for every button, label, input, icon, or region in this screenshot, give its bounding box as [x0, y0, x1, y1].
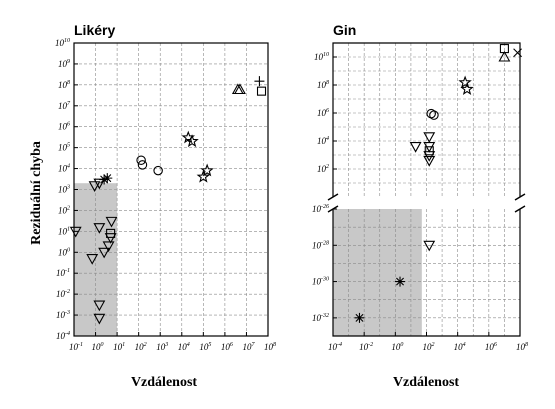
y-axis-label: Reziduální chyba	[29, 141, 44, 245]
data-point-triangle-down	[423, 240, 436, 252]
data-point-triangle-down	[98, 247, 111, 259]
data-point-triangle-down	[409, 142, 422, 153]
data-point-triangle-down	[69, 226, 82, 238]
y-tick-label: 1010	[55, 38, 70, 48]
data-point-star	[200, 163, 214, 177]
y-tick-label: 10-4	[56, 330, 70, 341]
data-point-triangle-up	[234, 83, 246, 95]
y-tick-label: 10-28	[312, 240, 329, 250]
x-tick-label: 102	[423, 342, 435, 352]
panel-likery: 10-1 100 101 102 103 104 105 106 107 108 10-4 10-3 1…	[55, 22, 276, 352]
data-point-circle	[136, 155, 146, 165]
panel-gin: 10-4 10-2 100 102 104 106 108 102 104 106 108 1010 1…	[312, 22, 528, 352]
data-point-star	[460, 82, 474, 95]
y-tick-label: 102	[58, 205, 70, 215]
y-tick-label: 10-30	[312, 277, 329, 287]
data-point-plus	[254, 76, 265, 87]
y-tick-label: 10-26	[312, 204, 329, 214]
x-tick-label: 104	[178, 341, 190, 352]
data-point-triangle-down	[93, 223, 106, 234]
data-point-triangle-down	[86, 254, 99, 265]
x-tick-label: 104	[454, 341, 466, 352]
data-point-star	[458, 75, 472, 89]
x-axis-label-left: Vzdálenost	[131, 375, 197, 390]
axis-break-mark	[514, 205, 526, 213]
y-tick-label: 109	[58, 59, 70, 69]
data-point-triangle-up	[498, 50, 511, 62]
y-tick-label: 10-32	[312, 313, 329, 323]
x-tick-label: 106	[221, 342, 233, 352]
x-tick-label: 102	[135, 342, 147, 352]
data-point-triangle-down	[423, 156, 436, 167]
data-point-triangle-down	[93, 300, 106, 312]
y-tick-label: 106	[58, 122, 70, 132]
x-tick-label: 100	[391, 342, 403, 352]
data-point-asterisk	[395, 276, 406, 287]
y-tick-label: 1010	[314, 52, 329, 62]
panel-title: Gin	[333, 22, 356, 38]
data-point-triangle-down	[88, 181, 101, 192]
data-point-triangle-down	[423, 132, 436, 143]
axis-break-mark	[514, 193, 526, 201]
y-tick-label: 100	[58, 247, 70, 257]
data-point-circle	[429, 110, 439, 120]
data-point-circle	[426, 108, 436, 119]
x-tick-label: 10-2	[359, 342, 373, 352]
x-axis-label-right: Vzdálenost	[393, 375, 459, 390]
data-point-triangle-down	[93, 313, 106, 325]
shaded-region	[333, 209, 422, 336]
data-point-star	[185, 134, 199, 148]
panel-title: Likéry	[74, 22, 115, 38]
y-tick-label: 104	[58, 163, 70, 174]
data-point-circle	[153, 165, 163, 176]
data-point-square	[256, 86, 267, 96]
x-tick-label: 103	[156, 342, 168, 352]
axis-break-mark	[327, 193, 339, 201]
y-tick-label: 102	[317, 164, 329, 174]
data-point-triangle-down	[105, 216, 118, 228]
data-point-triangle-down	[102, 241, 115, 253]
y-tick-label: 108	[58, 80, 70, 90]
y-tick-label: 10-2	[56, 289, 70, 299]
x-tick-label: 105	[199, 342, 211, 352]
data-point-star	[196, 169, 211, 183]
y-tick-label: 106	[317, 108, 329, 118]
data-point-triangle-down	[104, 233, 117, 244]
y-tick-label: 104	[317, 135, 329, 146]
x-tick-label: 108	[516, 342, 528, 352]
data-point-asterisk	[354, 312, 365, 323]
x-tick-label: 108	[264, 342, 276, 352]
x-tick-label: 100	[92, 342, 104, 352]
data-point-square	[424, 146, 434, 156]
y-tick-label: 108	[317, 80, 329, 90]
x-tick-label: 106	[485, 342, 497, 352]
y-tick-label: 101	[58, 226, 70, 236]
x-tick-label: 10-1	[69, 342, 83, 352]
y-tick-label: 10-1	[56, 268, 70, 278]
y-tick-label: 107	[58, 101, 71, 111]
y-tick-label: 10-3	[56, 310, 70, 320]
data-point-circle	[137, 160, 148, 170]
data-point-asterisk	[102, 173, 113, 184]
x-tick-label: 101	[113, 342, 125, 352]
x-tick-label: 107	[242, 342, 255, 352]
x-tick-label: 10-4	[328, 341, 342, 352]
data-point-x	[513, 48, 522, 58]
y-tick-label: 105	[58, 143, 70, 153]
data-point-square	[106, 228, 116, 238]
data-point-asterisk	[99, 174, 110, 185]
y-tick-label: 103	[58, 185, 70, 195]
